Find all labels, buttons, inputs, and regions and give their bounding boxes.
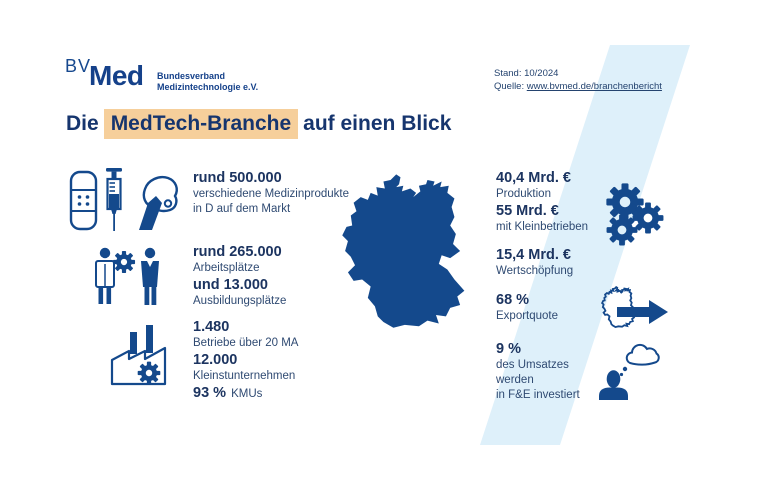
gears-icon bbox=[606, 183, 664, 246]
stat-companies-value3: 93 % bbox=[193, 385, 227, 401]
stat-companies-label1: Betriebe über 20 MA bbox=[193, 337, 299, 349]
stat-jobs-value2: und 13.000 bbox=[193, 277, 268, 293]
hip-implant-icon bbox=[139, 175, 178, 230]
title-highlight: MedTech-Branche bbox=[103, 109, 299, 139]
stat-value-added-value: 15,4 Mrd. € bbox=[496, 247, 571, 263]
stat-jobs-label2: Ausbildungsplätze bbox=[193, 295, 287, 307]
stat-production: 40,4 Mrd. € Produktion 55 Mrd. € mit Kle… bbox=[496, 169, 588, 235]
logo-organization-name: Bundesverband Medizintechnologie e.V. bbox=[157, 71, 258, 93]
businessman-icon bbox=[141, 247, 159, 305]
title-prefix: Die bbox=[66, 112, 99, 135]
stat-products-line1: verschiedene Medizinprodukte bbox=[193, 188, 349, 200]
stat-export-value: 68 % bbox=[496, 292, 530, 308]
stat-value-added: 15,4 Mrd. € Wertschöpfung bbox=[496, 246, 573, 279]
logo-org-line1: Bundesverband bbox=[157, 71, 226, 81]
stat-companies-label2: Kleinstunternehmen bbox=[193, 370, 296, 382]
meta-info: Stand: 10/2024 Quelle: www.bvmed.de/bran… bbox=[494, 67, 662, 93]
stat-products-value: rund 500.000 bbox=[193, 170, 282, 186]
stat-companies-kmu-line: 93 % KMUs bbox=[193, 384, 298, 402]
stat-companies-label3: KMUs bbox=[231, 388, 263, 400]
status-date: Stand: 10/2024 bbox=[494, 68, 559, 79]
worker-gear-icon bbox=[95, 247, 136, 304]
stat-companies-value1: 1.480 bbox=[193, 319, 230, 335]
stat-jobs-label1: Arbeitsplätze bbox=[193, 262, 260, 274]
logo-org-line2: Medizintechnologie e.V. bbox=[157, 82, 259, 92]
source-link[interactable]: www.bvmed.de/branchenbericht bbox=[526, 81, 662, 92]
source-label: Quelle: bbox=[494, 81, 525, 92]
stat-rnd-value: 9 % bbox=[496, 341, 521, 357]
logo-bv-text: BV bbox=[65, 56, 92, 76]
stat-companies-value2: 12.000 bbox=[193, 352, 238, 368]
plaster-icon bbox=[69, 170, 98, 231]
stat-production-label1: Produktion bbox=[496, 188, 551, 200]
stat-rnd-line3: in F&E investiert bbox=[496, 389, 580, 401]
stat-rnd: 9 % des Umsatzes werden in F&E investier… bbox=[496, 340, 580, 403]
stat-value-added-label: Wertschöpfung bbox=[496, 265, 574, 277]
workers-icons bbox=[95, 247, 159, 305]
stat-export: 68 % Exportquote bbox=[496, 291, 558, 324]
syringe-icon bbox=[106, 168, 122, 231]
page-title: Die MedTech-Branche auf einen Blick bbox=[66, 109, 452, 139]
person-thinking-icon bbox=[599, 343, 660, 400]
stat-rnd-line1: des Umsatzes bbox=[496, 359, 569, 371]
germany-map bbox=[342, 174, 465, 328]
title-suffix: auf einen Blick bbox=[303, 112, 452, 135]
logo-med-text: Med bbox=[89, 60, 144, 91]
stat-companies: 1.480 Betriebe über 20 MA 12.000 Kleinst… bbox=[193, 318, 298, 402]
stat-products: rund 500.000 verschiedene Medizinprodukt… bbox=[193, 169, 349, 217]
stat-production-label2: mit Kleinbetrieben bbox=[496, 221, 589, 233]
factory-icon bbox=[110, 325, 167, 386]
stat-production-value1: 40,4 Mrd. € bbox=[496, 170, 571, 186]
stat-jobs-value1: rund 265.000 bbox=[193, 244, 282, 260]
source-line: Quelle: www.bvmed.de/branchenbericht bbox=[494, 80, 662, 93]
stat-products-line2: in D auf dem Markt bbox=[193, 203, 291, 215]
stat-production-value2: 55 Mrd. € bbox=[496, 203, 559, 219]
stat-jobs: rund 265.000 Arbeitsplätze und 13.000 Au… bbox=[193, 243, 286, 309]
stat-rnd-line2: werden bbox=[496, 374, 534, 386]
germany-export-arrow-icon bbox=[601, 286, 668, 328]
stat-export-label: Exportquote bbox=[496, 310, 559, 322]
